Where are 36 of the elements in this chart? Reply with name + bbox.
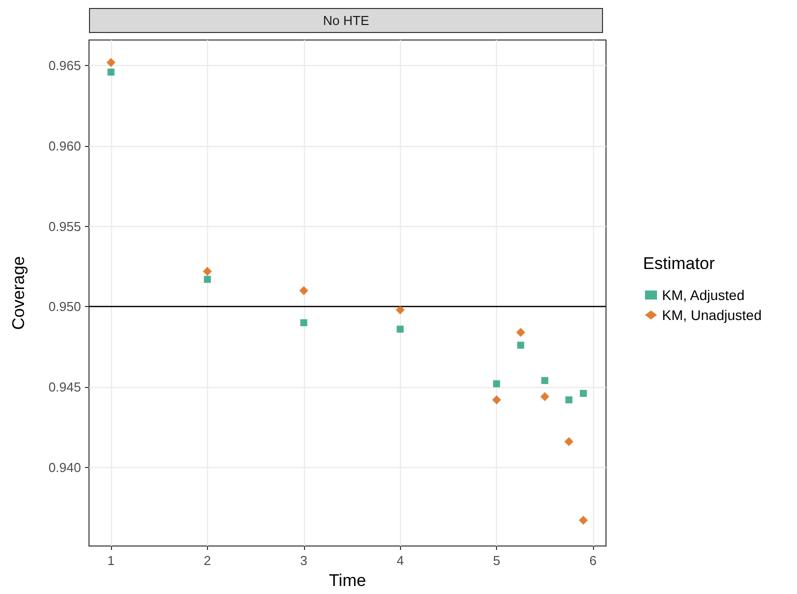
x-tick-label: 5	[492, 553, 500, 568]
point	[580, 390, 587, 397]
point	[541, 377, 548, 384]
point	[107, 68, 114, 76]
point	[493, 380, 500, 388]
y-tick-label: 0.945	[48, 379, 81, 394]
point	[396, 326, 404, 333]
x-axis-title: Time	[328, 571, 366, 590]
point	[517, 342, 524, 349]
y-tick-label: 0.965	[48, 58, 81, 74]
point	[578, 516, 588, 525]
x-tick-label: 2	[204, 553, 211, 568]
point	[516, 328, 526, 337]
x-tick-label: 1	[107, 553, 115, 568]
y-tick-label: 0.940	[48, 460, 81, 475]
legend-title: Estimator	[643, 254, 716, 273]
point	[300, 319, 308, 326]
x-tick-label: 6	[589, 553, 597, 568]
x-tick-label: 4	[396, 553, 404, 568]
point	[299, 286, 308, 296]
y-tick-label: 0.950	[48, 299, 81, 314]
point	[202, 266, 212, 276]
legend-label: KM, Adjusted	[662, 287, 744, 303]
point	[564, 437, 574, 446]
y-tick-label: 0.955	[48, 218, 81, 234]
point	[540, 392, 550, 402]
point	[106, 58, 116, 67]
point	[204, 276, 211, 283]
chart-title: No HTE	[323, 13, 370, 28]
y-tick-label: 0.960	[48, 138, 81, 154]
point	[396, 305, 405, 314]
legend-label: KM, Unadjusted	[662, 307, 762, 323]
point	[565, 396, 572, 404]
y-axis-title: Coverage	[9, 256, 28, 330]
x-tick-label: 3	[300, 553, 308, 568]
point	[492, 395, 502, 404]
